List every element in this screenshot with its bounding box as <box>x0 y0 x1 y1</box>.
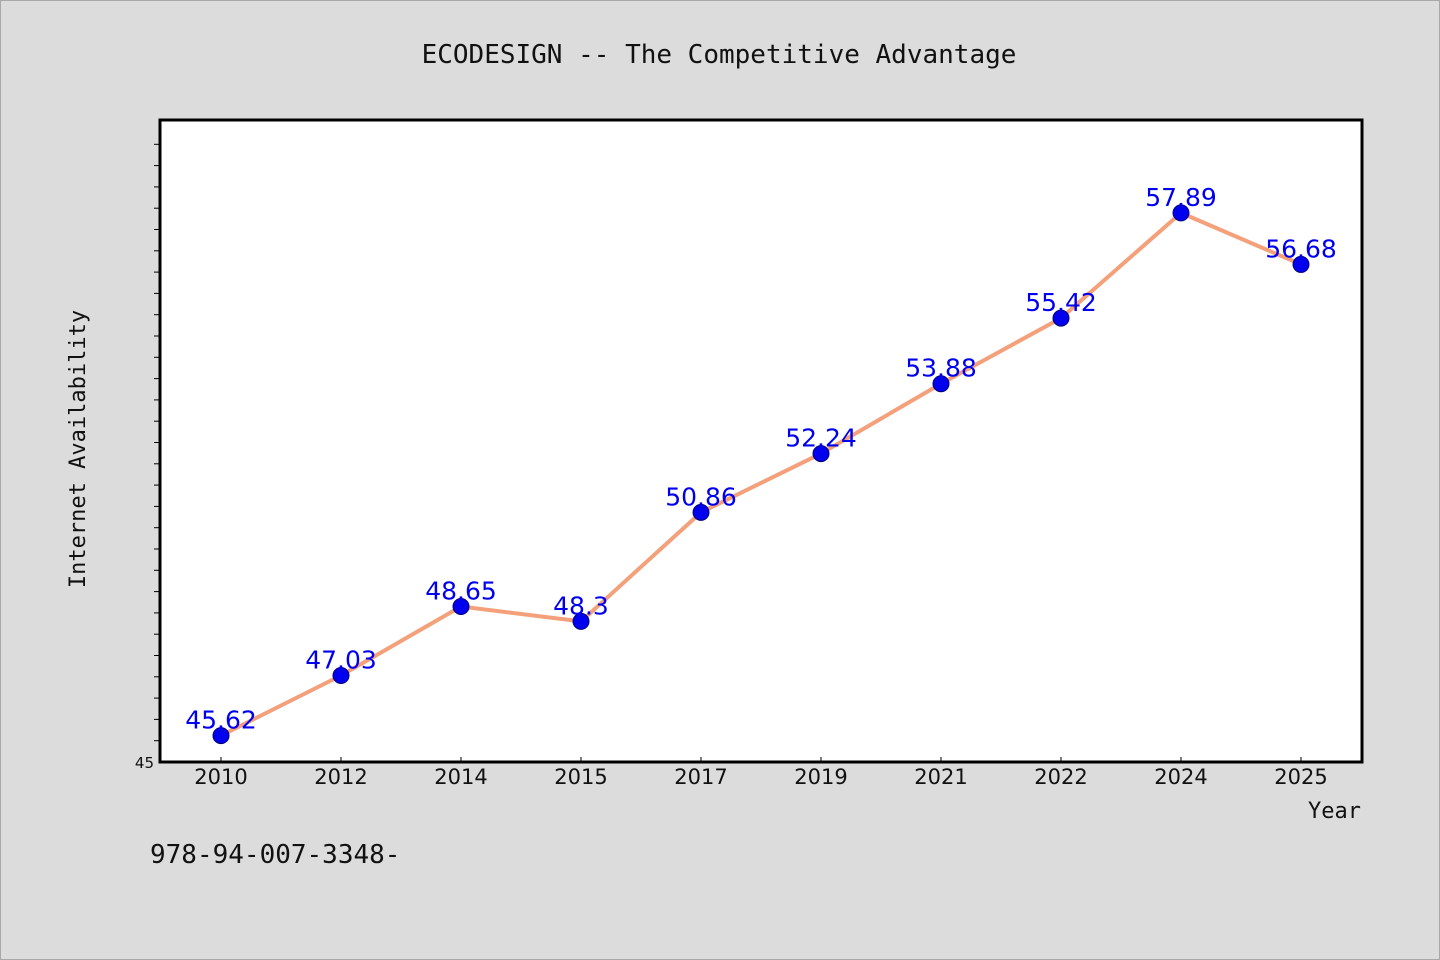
x-tick-label: 2024 <box>1154 765 1207 789</box>
data-point <box>1292 255 1310 273</box>
data-label: 52.24 <box>785 424 857 453</box>
data-label: 53.88 <box>905 354 977 383</box>
series-group <box>212 204 1310 745</box>
y-axis-title: Internet Availability <box>66 310 91 588</box>
data-label: 47.03 <box>305 646 377 675</box>
data-label: 45.62 <box>185 706 257 735</box>
data-label: 48.65 <box>425 577 497 606</box>
x-tick-label: 2021 <box>914 765 967 789</box>
data-label: 48.3 <box>553 591 609 620</box>
y-axis-ticks: 45 <box>135 143 160 772</box>
data-point <box>932 375 950 393</box>
x-tick-label: 2014 <box>434 765 487 789</box>
data-label: 50.86 <box>665 482 737 511</box>
series-line <box>219 210 1303 738</box>
x-tick-label: 2010 <box>194 765 247 789</box>
data-point <box>812 445 830 463</box>
x-tick-label: 2022 <box>1034 765 1087 789</box>
y-tick-label: 45 <box>135 754 154 772</box>
x-tick-label: 2017 <box>674 765 727 789</box>
data-label: 57.89 <box>1145 183 1217 212</box>
data-point <box>452 598 470 616</box>
data-point <box>1172 204 1190 222</box>
data-label: 55.42 <box>1025 288 1097 317</box>
data-point <box>212 727 230 745</box>
x-tick-label: 2019 <box>794 765 847 789</box>
data-point <box>692 503 710 521</box>
data-point <box>332 667 350 685</box>
chart-title: ECODESIGN -- The Competitive Advantage <box>422 40 1017 70</box>
x-axis-ticks: 2010 2012 2014 2015 2017 2019 2021 2022 2024 2025 <box>194 757 1328 789</box>
data-point <box>572 612 590 630</box>
data-label-group: 45.62 47.03 48.65 48.3 50.86 52.24 53.88 55.42 5… <box>185 183 1337 735</box>
x-tick-label: 2025 <box>1274 765 1327 789</box>
data-label: 56.68 <box>1265 234 1337 263</box>
x-axis-title: Year <box>1308 799 1361 824</box>
x-tick-label: 2015 <box>554 765 607 789</box>
x-tick-label: 2012 <box>314 765 367 789</box>
footer-identifier: 978-94-007-3348- <box>150 840 400 870</box>
data-point <box>1052 309 1070 327</box>
plot-area <box>158 118 1364 764</box>
